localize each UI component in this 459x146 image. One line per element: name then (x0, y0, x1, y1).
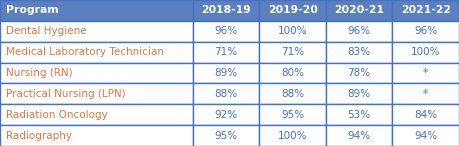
Bar (392, 42, 459, 63)
Text: 94%: 94% (414, 131, 437, 141)
Text: 80%: 80% (281, 68, 304, 78)
Bar (259, 42, 326, 63)
Bar (259, 21, 326, 42)
Text: Dental Hygiene: Dental Hygiene (6, 26, 86, 36)
Text: Nursing (RN): Nursing (RN) (6, 68, 72, 78)
Text: Practical Nursing (LPN): Practical Nursing (LPN) (6, 89, 125, 99)
Bar (193, 21, 259, 42)
Text: 88%: 88% (281, 89, 304, 99)
Bar (392, 125, 459, 146)
Text: 71%: 71% (281, 47, 304, 57)
Text: 96%: 96% (414, 26, 437, 36)
Bar (392, 21, 459, 42)
Bar (326, 63, 392, 83)
Text: 71%: 71% (214, 47, 238, 57)
Bar (193, 83, 259, 104)
Bar (259, 0, 326, 21)
Bar (0, 0, 193, 21)
Bar (326, 42, 392, 63)
Text: Program: Program (6, 5, 58, 15)
Bar (0, 42, 193, 63)
Bar (193, 104, 259, 125)
Bar (0, 125, 193, 146)
Bar (392, 0, 459, 21)
Bar (193, 63, 259, 83)
Text: 89%: 89% (347, 89, 371, 99)
Bar (0, 63, 193, 83)
Text: 100%: 100% (278, 131, 308, 141)
Bar (259, 83, 326, 104)
Bar (326, 83, 392, 104)
Text: Medical Laboratory Technician: Medical Laboratory Technician (6, 47, 163, 57)
Text: 100%: 100% (411, 47, 441, 57)
Text: *: * (423, 89, 428, 99)
Bar (259, 125, 326, 146)
Text: 100%: 100% (278, 26, 308, 36)
Text: 83%: 83% (347, 47, 371, 57)
Text: 53%: 53% (347, 110, 371, 120)
Text: 96%: 96% (214, 26, 238, 36)
Bar (259, 104, 326, 125)
Text: 78%: 78% (347, 68, 371, 78)
Text: 89%: 89% (214, 68, 238, 78)
Text: 95%: 95% (281, 110, 304, 120)
Bar (259, 63, 326, 83)
Bar (326, 0, 392, 21)
Text: Radiation Oncology: Radiation Oncology (6, 110, 107, 120)
Text: 2020-21: 2020-21 (334, 5, 384, 15)
Bar (392, 83, 459, 104)
Text: 96%: 96% (347, 26, 371, 36)
Text: 2019-20: 2019-20 (268, 5, 318, 15)
Text: 92%: 92% (214, 110, 238, 120)
Bar (326, 21, 392, 42)
Bar (193, 125, 259, 146)
Bar (392, 104, 459, 125)
Bar (193, 0, 259, 21)
Bar (392, 63, 459, 83)
Bar (326, 104, 392, 125)
Text: Radiography: Radiography (6, 131, 72, 141)
Bar (0, 21, 193, 42)
Text: 2018-19: 2018-19 (201, 5, 251, 15)
Text: 88%: 88% (214, 89, 238, 99)
Bar (326, 125, 392, 146)
Bar (0, 104, 193, 125)
Text: 94%: 94% (347, 131, 371, 141)
Bar (193, 42, 259, 63)
Text: *: * (423, 68, 428, 78)
Bar (0, 83, 193, 104)
Text: 2021-22: 2021-22 (401, 5, 451, 15)
Text: 84%: 84% (414, 110, 437, 120)
Text: 95%: 95% (214, 131, 238, 141)
